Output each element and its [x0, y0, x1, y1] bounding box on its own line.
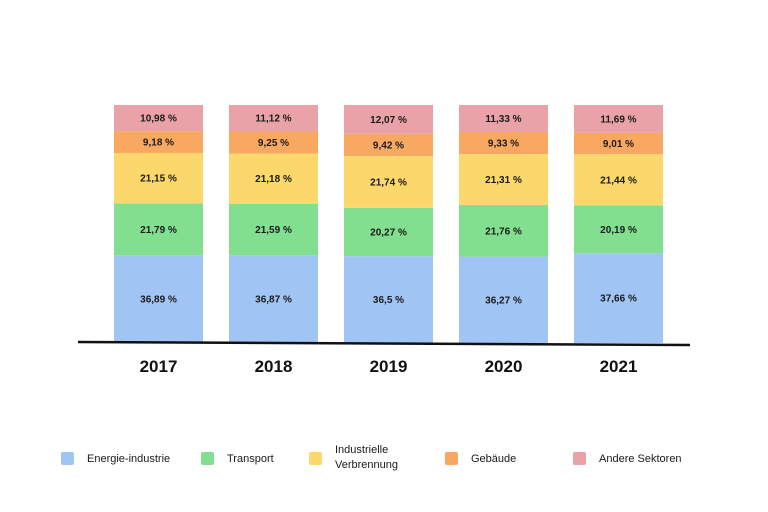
bar-value-label: 21,74 %: [370, 178, 407, 189]
year-label-2019: 2019: [370, 357, 408, 376]
bar-value-label: 21,44 %: [600, 175, 637, 186]
bar-segment-2019-s4: [344, 105, 433, 134]
year-label-2021: 2021: [600, 357, 638, 376]
legend-label-s2: Industrielle Verbrennung: [335, 444, 398, 471]
bar-value-label: 11,69 %: [600, 114, 636, 125]
bar-value-label: 9,33 %: [488, 139, 519, 150]
bar-segment-2018-s3: [229, 131, 318, 154]
bar-value-label: 11,33 %: [485, 114, 521, 125]
bar-segment-2020-s1: [459, 204, 548, 257]
bar-segment-2019-s2: [344, 156, 433, 208]
bar-value-label: 11,12 %: [255, 114, 291, 125]
bar-segment-2021-s0: [574, 253, 663, 343]
bar-segment-2021-s3: [574, 132, 663, 155]
bar-value-label: 21,15 %: [140, 174, 177, 185]
bar-value-label: 10,98 %: [140, 114, 177, 125]
bar-segment-2020-s3: [459, 131, 548, 155]
bar-value-label: 21,79 %: [140, 225, 177, 236]
bar-segment-2019-s1: [344, 207, 433, 257]
bar-value-label: 36,27 %: [485, 295, 522, 306]
bar-segment-2017-s1: [114, 203, 203, 256]
bar-segment-2017-s2: [114, 152, 203, 204]
year-labels-group: 2017 2018 2019 2020 2021: [140, 357, 638, 376]
legend: Energie-industrie Transport Industrielle Ve…: [61, 444, 682, 471]
bar-segment-2019-s3: [344, 133, 433, 157]
bar-segment-2018-s4: [229, 105, 318, 132]
bar-value-label: 9,01 %: [603, 139, 634, 150]
bar-segment-2021-s4: [574, 105, 663, 133]
year-label-2018: 2018: [255, 357, 293, 376]
bar-value-label: 21,31 %: [485, 175, 522, 186]
legend-label-s3: Gebäude: [471, 453, 516, 465]
bar-segment-2020-s4: [459, 105, 548, 132]
bar-value-label: 20,19 %: [600, 225, 637, 236]
year-label-2017: 2017: [140, 357, 178, 376]
bar-value-label: 9,18 %: [143, 138, 174, 149]
bar-segment-2017-s4: [114, 105, 203, 132]
x-axis-baseline: [77, 340, 691, 347]
bar-segment-2020-s0: [459, 256, 548, 343]
bar-segment-2018-s2: [229, 153, 318, 204]
legend-label-s0: Energie-industrie: [87, 453, 170, 465]
legend-swatch-s3: [445, 452, 458, 465]
bar-value-label: 36,5 %: [373, 295, 404, 306]
legend-label-line: Verbrennung: [335, 459, 398, 471]
bar-value-label: 21,59 %: [255, 225, 292, 236]
year-label-2020: 2020: [485, 357, 523, 376]
legend-swatch-s4: [573, 452, 586, 465]
legend-swatch-s1: [201, 452, 214, 465]
bar-value-label: 21,76 %: [485, 226, 522, 237]
bar-value-label: 12,07 %: [370, 115, 407, 126]
legend-label-s4: Andere Sektoren: [599, 453, 682, 465]
bar-value-label: 9,42 %: [373, 140, 404, 151]
bar-value-label: 36,89 %: [140, 295, 177, 306]
bar-segment-2021-s1: [574, 205, 663, 254]
legend-label-s1: Transport: [227, 453, 274, 465]
legend-label-line: Industrielle: [335, 444, 388, 456]
legend-swatch-s2: [309, 452, 322, 465]
bar-value-label: 20,27 %: [370, 228, 407, 239]
bar-value-label: 21,18 %: [255, 174, 292, 185]
bar-value-label: 9,25 %: [258, 138, 289, 149]
bar-segment-2017-s3: [114, 131, 203, 153]
bar-segment-2017-s0: [114, 255, 203, 343]
bar-segment-2020-s2: [459, 154, 548, 205]
bars-group: 36,89 % 21,79 % 21,15 % 9,18 % 10,98 % 36,87 …: [114, 105, 663, 343]
bar-value-label: 37,66 %: [600, 294, 637, 305]
bar-value-label: 36,87 %: [255, 295, 292, 306]
bar-segment-2018-s1: [229, 203, 318, 256]
legend-swatch-s0: [61, 452, 74, 465]
bar-segment-2018-s0: [229, 255, 318, 343]
bar-segment-2021-s2: [574, 154, 663, 206]
bar-segment-2019-s0: [344, 256, 433, 343]
